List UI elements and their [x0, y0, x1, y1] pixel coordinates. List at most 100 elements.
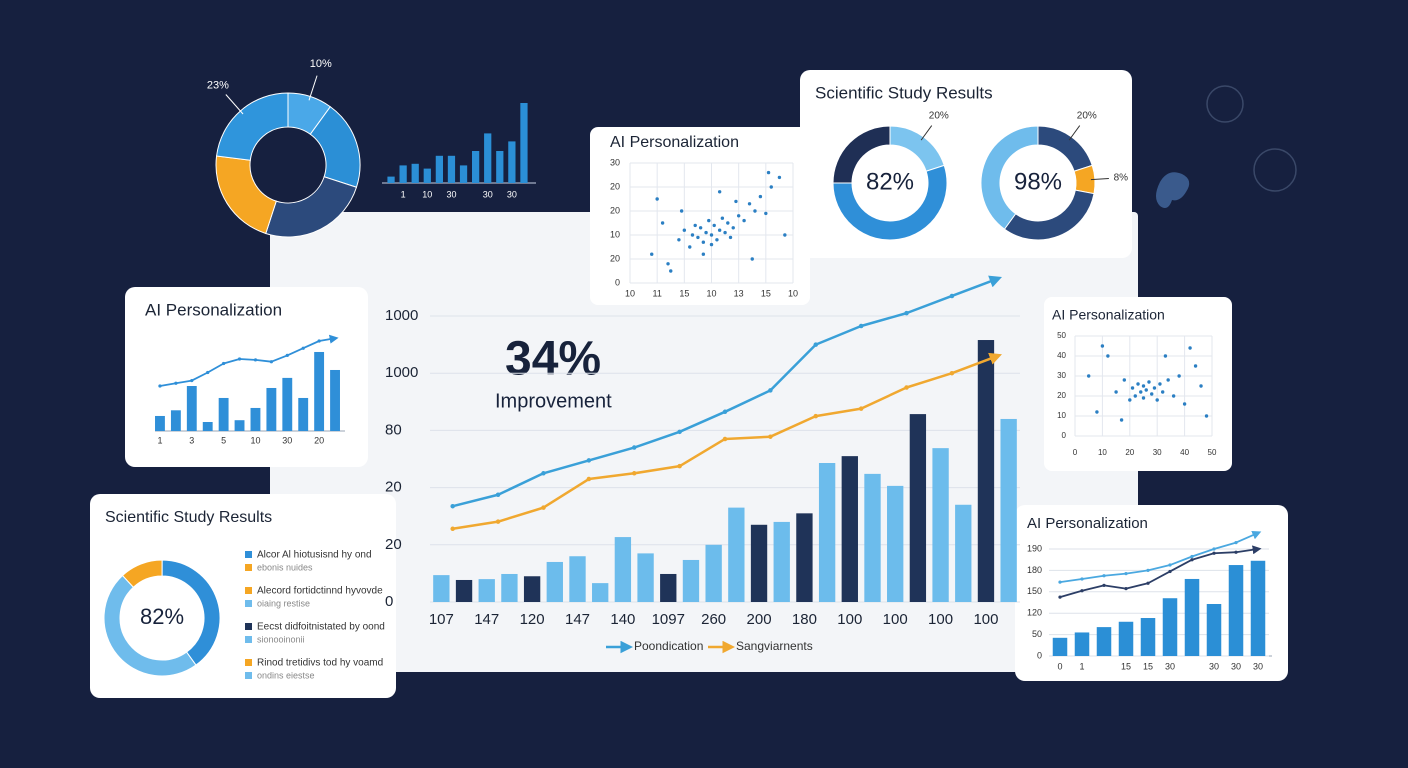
legend-label: ebonis nuides	[257, 562, 313, 572]
scatter-point	[1139, 390, 1143, 394]
scatter-point	[717, 228, 722, 232]
scatter-point	[1100, 344, 1105, 348]
bar	[728, 507, 745, 602]
scatter-point	[701, 252, 706, 256]
line-vertex	[1080, 577, 1084, 581]
scatter-point	[715, 238, 719, 242]
bar	[1118, 621, 1134, 656]
bar	[569, 556, 586, 602]
scatter-point	[723, 230, 727, 235]
bar	[1162, 598, 1178, 656]
x-tick-label: 20	[314, 435, 324, 445]
line-vertex	[450, 526, 455, 532]
x-tick-label: 260	[701, 611, 726, 628]
x-tick-label: 10	[706, 288, 716, 298]
bar	[1000, 418, 1017, 602]
line-vertex	[904, 310, 909, 316]
bar	[484, 133, 492, 183]
x-tick-label: 15	[761, 288, 771, 298]
x-tick-label: 10	[625, 288, 635, 298]
y-tick-label: 20	[610, 253, 620, 263]
x-tick-label: 50	[1208, 448, 1217, 457]
value-label: 20%	[929, 110, 949, 121]
line-vertex	[1190, 554, 1194, 559]
scatter-point	[769, 185, 773, 189]
scatter-point	[690, 233, 695, 237]
scatter-point	[1147, 380, 1151, 384]
x-tick-label: 30	[446, 189, 456, 199]
line-vertex	[317, 339, 321, 343]
bar	[399, 165, 407, 183]
line-vertex	[1124, 586, 1128, 591]
bar	[520, 103, 528, 183]
bar	[682, 559, 700, 602]
x-tick-label: 107	[429, 611, 454, 628]
scatter-point	[660, 221, 665, 225]
annotation: Improvement	[495, 390, 612, 412]
bar	[501, 573, 518, 602]
y-tick-label: 0	[1037, 650, 1042, 660]
line-vertex	[677, 463, 682, 469]
scatter-point	[783, 233, 787, 237]
scatter-point	[696, 235, 700, 240]
legend-swatch	[245, 551, 252, 558]
scatter-point	[734, 199, 738, 204]
x-tick-label: 10	[250, 435, 260, 445]
line-vertex	[190, 378, 194, 383]
bar	[314, 351, 325, 431]
line-vertex	[450, 503, 455, 509]
scatter-point	[698, 226, 703, 230]
line-vertex	[722, 409, 728, 415]
scatter-point	[1199, 384, 1203, 388]
decor-blob	[1156, 172, 1190, 208]
bar	[411, 163, 419, 183]
line-vertex	[904, 385, 909, 390]
x-tick-label: 147	[565, 611, 590, 628]
card	[800, 70, 1132, 258]
bar	[250, 407, 261, 431]
bar	[433, 575, 450, 602]
bar	[1074, 632, 1090, 656]
bar	[1096, 627, 1112, 656]
x-tick-label: 13	[734, 288, 744, 298]
value-label: 8%	[1114, 172, 1129, 183]
bar	[282, 377, 293, 431]
line-vertex	[1146, 581, 1150, 585]
scatter-point	[1182, 402, 1187, 406]
scatter-point	[728, 235, 733, 240]
x-tick-label: 140	[610, 611, 635, 628]
y-tick-label: 50	[1057, 331, 1066, 340]
line-vertex	[1124, 571, 1128, 576]
leader-line	[225, 94, 244, 115]
card	[590, 127, 810, 305]
x-tick-label: 147	[474, 611, 499, 628]
bar	[478, 579, 495, 602]
x-tick-label: 0	[1073, 448, 1078, 457]
line-vertex	[1058, 595, 1062, 599]
line-vertex	[631, 471, 637, 476]
x-tick-label: 20	[1125, 448, 1134, 457]
bar	[1052, 637, 1068, 656]
bar	[523, 576, 541, 602]
scatter-point	[720, 216, 725, 220]
value-label: 20%	[1077, 110, 1097, 121]
y-tick-label: 20	[1057, 391, 1066, 400]
legend-swatch	[245, 636, 252, 643]
bar	[796, 513, 813, 602]
x-tick-label: 1097	[652, 611, 685, 628]
center-label: 82%	[140, 604, 184, 629]
scatter-point	[688, 245, 692, 249]
bar	[1250, 560, 1266, 656]
scatter-point	[682, 228, 687, 232]
legend-label: oiaing restise	[257, 598, 310, 608]
line-vertex	[722, 436, 728, 442]
value-label: 23%	[207, 79, 229, 91]
scatter-point	[758, 194, 763, 199]
scatter-point	[726, 221, 730, 225]
scatter-point	[777, 175, 782, 180]
scatter-point	[731, 226, 735, 230]
y-tick-label: 10	[610, 229, 620, 239]
x-tick-label: 1	[401, 189, 406, 199]
line-vertex	[285, 353, 289, 358]
scatter-point	[1141, 384, 1146, 388]
